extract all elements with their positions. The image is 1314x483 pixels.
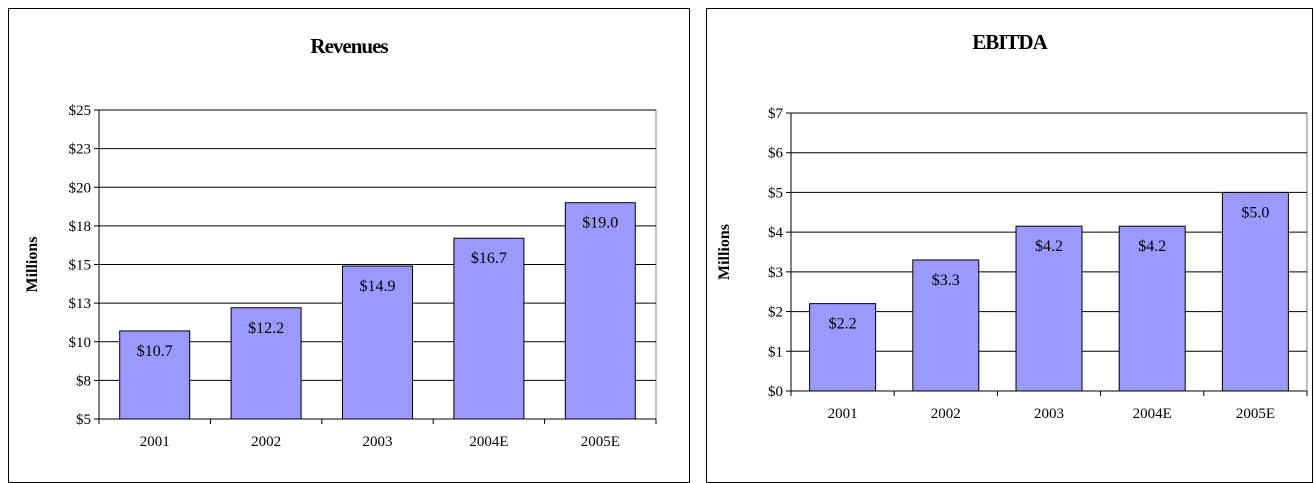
y-tick-label: $20 xyxy=(69,180,92,196)
y-tick-label: $25 xyxy=(69,103,92,119)
y-tick-label: $10 xyxy=(69,335,92,351)
y-tick-label: $2 xyxy=(768,305,783,321)
y-tick-label: $5 xyxy=(76,412,91,428)
y-tick-label: $1 xyxy=(768,344,783,360)
data-label: $12.2 xyxy=(248,320,284,337)
y-axis-label: Millions xyxy=(716,224,733,280)
bar-2001 xyxy=(119,330,191,420)
x-tick-label: 2005E xyxy=(1236,406,1275,422)
x-tick-label: 2002 xyxy=(251,434,281,450)
data-label: $14.9 xyxy=(360,278,396,295)
x-tick-label: 2002 xyxy=(931,406,961,422)
data-label: $5.0 xyxy=(1241,204,1269,221)
y-tick-label: $3 xyxy=(768,265,783,281)
x-tick-label: 2004E xyxy=(1133,406,1172,422)
data-label: $4.2 xyxy=(1035,238,1063,255)
x-tick-label: 2004E xyxy=(469,434,508,450)
y-tick-label: $4 xyxy=(768,225,784,241)
y-tick-label: $7 xyxy=(768,106,784,122)
revenues-chart: Revenues Millions $5 $8 $10 $13 $15 $18 $20 $23 $2… xyxy=(24,34,657,450)
y-tick-label: $6 xyxy=(768,146,784,162)
data-label: $3.3 xyxy=(932,272,960,289)
y-tick-label: $8 xyxy=(76,373,91,389)
x-tick-label: 2001 xyxy=(140,434,170,450)
y-tick-label: $15 xyxy=(69,258,92,274)
data-label: $4.2 xyxy=(1138,238,1166,255)
y-axis-label: Millions xyxy=(24,236,41,292)
bar-2005e xyxy=(1221,191,1289,392)
x-tick-label: 2005E xyxy=(581,434,620,450)
data-label: $16.7 xyxy=(471,250,507,267)
y-tick-label: $18 xyxy=(69,219,92,235)
ebitda-chart-panel: EBITDA Millions $0 $1 $2 $3 $4 $5 $6 $7 $2.2 2001 $3… xyxy=(706,8,1313,483)
ebitda-chart: EBITDA Millions $0 $1 $2 $3 $4 $5 $6 $7 $2.2 2001 $3… xyxy=(716,30,1308,422)
bar-2003 xyxy=(342,265,413,420)
y-tick-label: $13 xyxy=(69,296,92,312)
bar-2004e xyxy=(453,237,525,420)
x-tick-label: 2003 xyxy=(363,434,393,450)
revenues-chart-panel: Revenues Millions $5 $8 $10 $13 $15 $18 $20 $23 $2… xyxy=(8,8,690,483)
chart-title: Revenues xyxy=(310,34,388,58)
bar-2004e xyxy=(1118,225,1186,392)
x-tick-label: 2001 xyxy=(828,406,858,422)
chart-title: EBITDA xyxy=(972,30,1048,54)
y-tick-label: $0 xyxy=(768,384,783,400)
y-tick-label: $5 xyxy=(768,185,783,201)
bar-2005e xyxy=(564,202,636,420)
data-label: $2.2 xyxy=(829,316,857,333)
bar-2003 xyxy=(1015,225,1083,392)
data-label: $10.7 xyxy=(137,343,173,360)
bar-2002 xyxy=(230,307,302,420)
x-tick-label: 2003 xyxy=(1034,406,1064,422)
data-label: $19.0 xyxy=(582,215,618,232)
y-tick-label: $23 xyxy=(69,142,92,158)
